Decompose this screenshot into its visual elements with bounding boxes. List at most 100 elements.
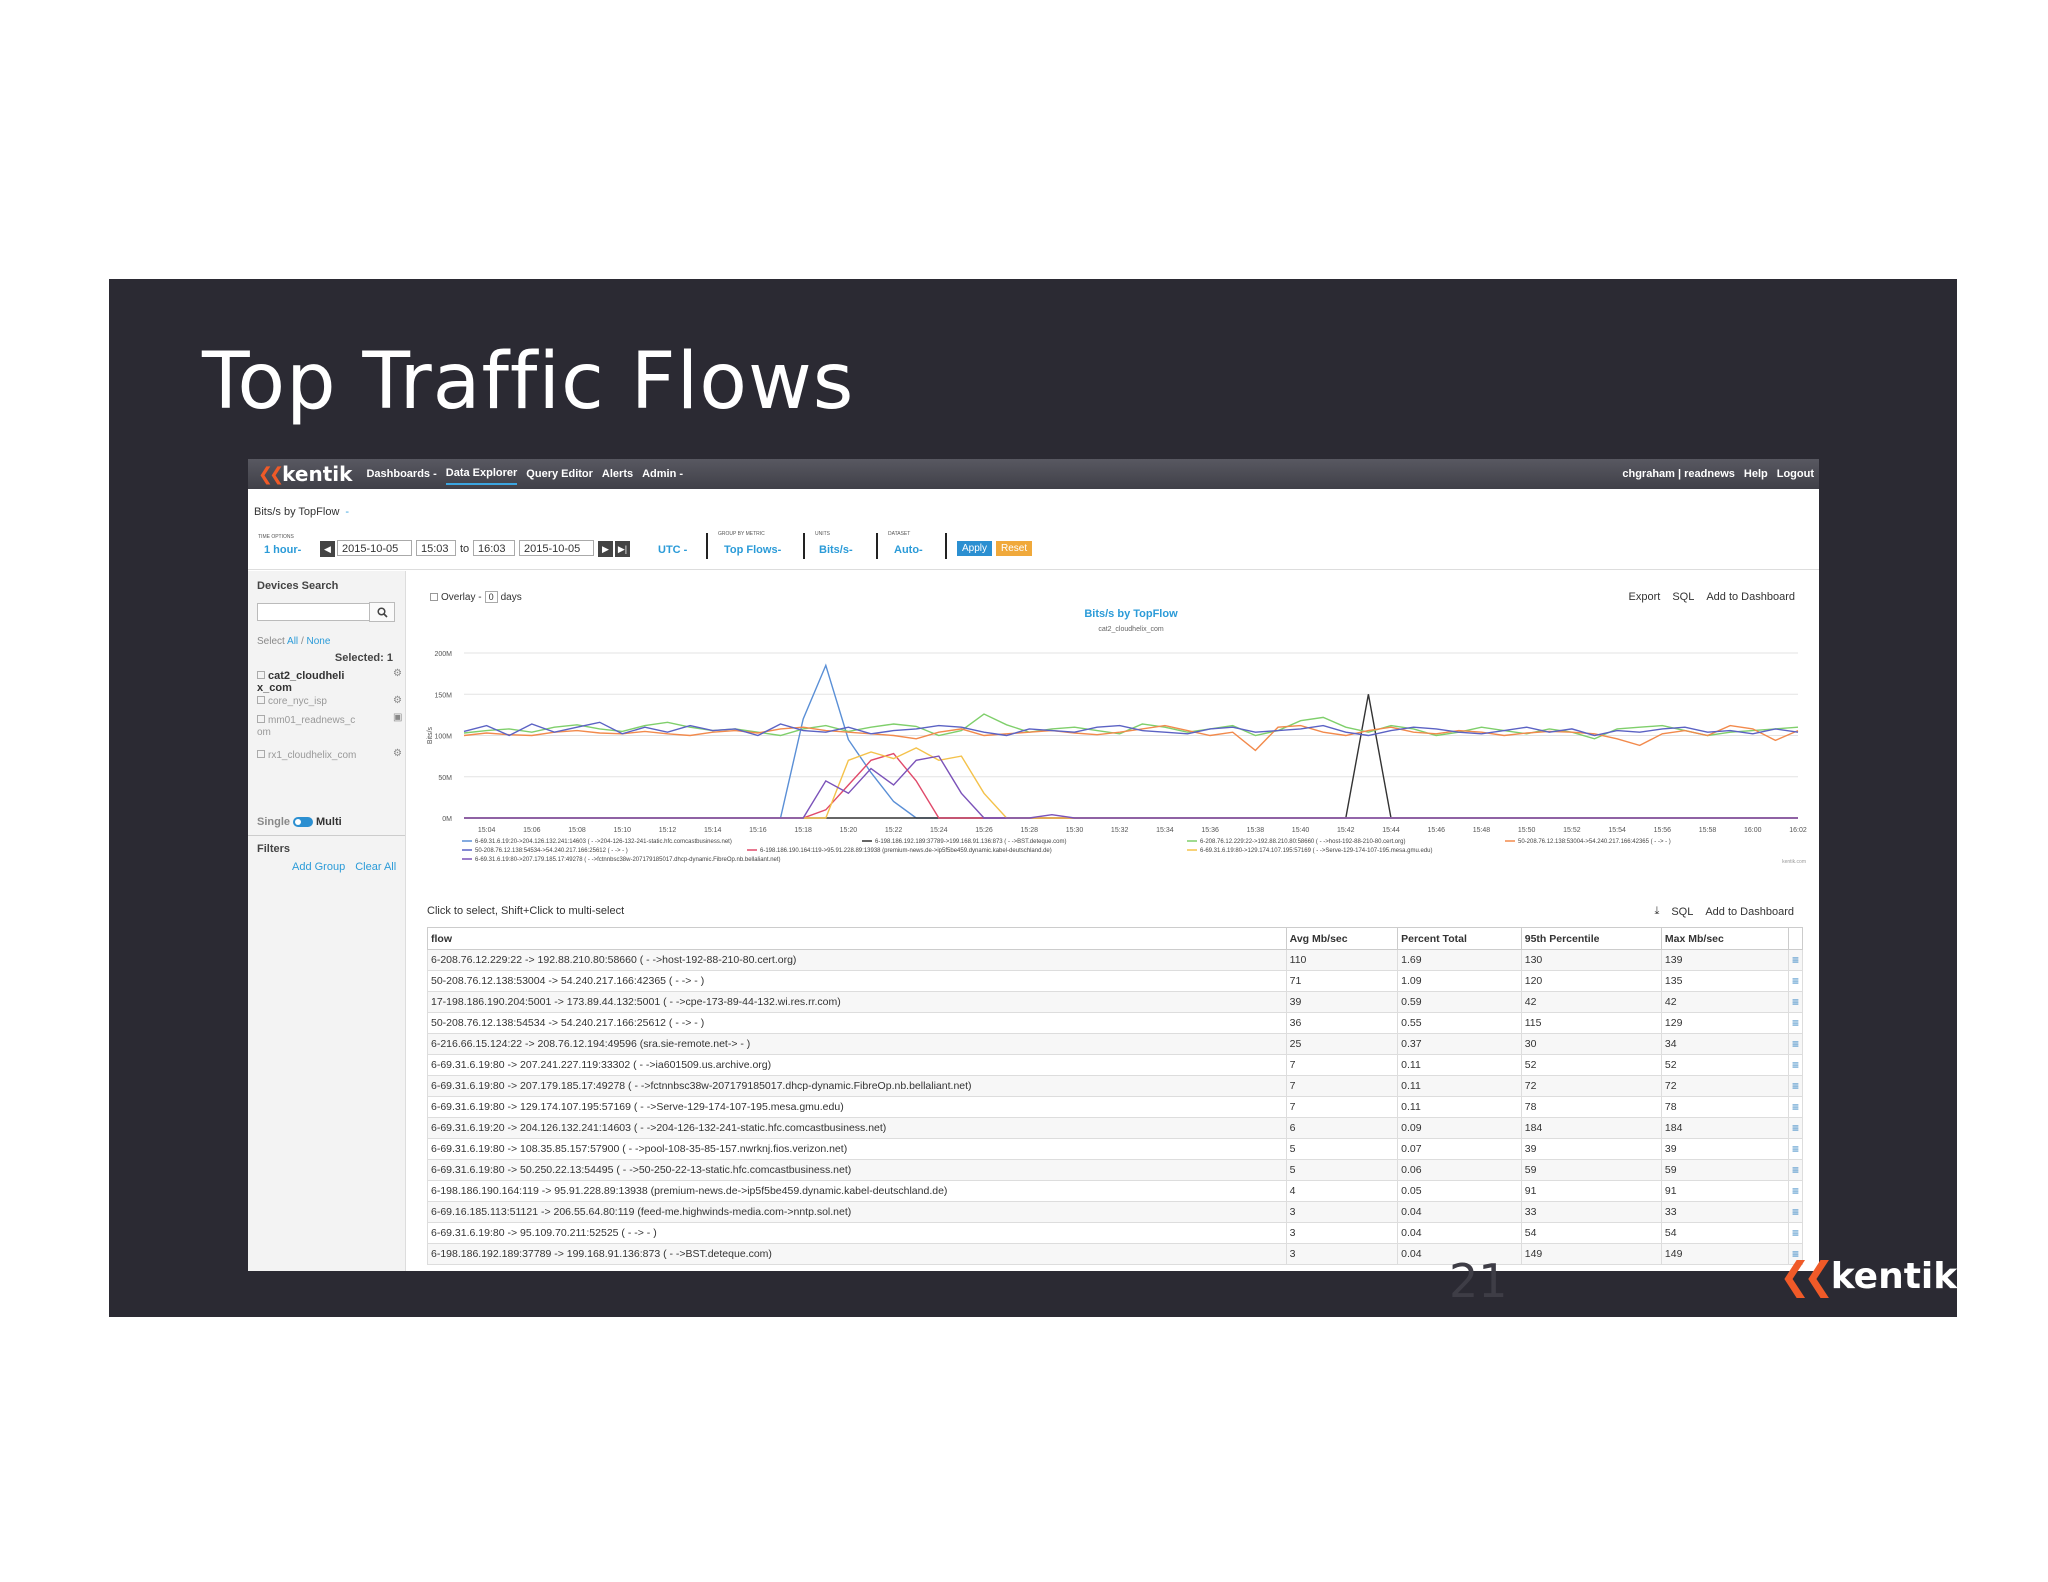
device-item[interactable]: core_nyc_isp bbox=[257, 696, 367, 708]
row-menu-icon[interactable]: ≡ bbox=[1787, 1117, 1804, 1139]
y-tick-label: 50M bbox=[438, 775, 452, 782]
table-row[interactable]: 6-216.66.15.124:22 -> 208.76.12.194:4959… bbox=[427, 1033, 1804, 1055]
row-menu-icon[interactable]: ≡ bbox=[1787, 1075, 1804, 1097]
next-range-button[interactable]: ▶ bbox=[598, 541, 613, 557]
nav-dashboards[interactable]: Dashboards - bbox=[366, 468, 437, 480]
end-time-input[interactable]: 16:03 bbox=[473, 540, 515, 556]
start-time-input[interactable]: 15:03 bbox=[416, 540, 456, 556]
select-all-link[interactable]: All bbox=[287, 636, 299, 647]
gear-icon[interactable]: ⚙ bbox=[393, 695, 402, 706]
column-header[interactable]: Percent Total bbox=[1397, 927, 1522, 950]
jump-to-now-button[interactable]: ▶| bbox=[615, 541, 630, 557]
group-by-dropdown[interactable]: Top Flows- bbox=[724, 544, 782, 556]
table-row[interactable]: 6-69.31.6.19:80 -> 50.250.22.13:54495 ( … bbox=[427, 1159, 1804, 1181]
device-checkbox[interactable] bbox=[257, 696, 265, 704]
table-row[interactable]: 6-69.16.185.113:51121 -> 206.55.64.80:11… bbox=[427, 1201, 1804, 1223]
nav-query-editor[interactable]: Query Editor bbox=[526, 468, 593, 480]
overlay-days-input[interactable]: 0 bbox=[484, 591, 498, 603]
chart-watermark: kentik.com bbox=[1782, 859, 1806, 865]
row-menu-icon[interactable]: ≡ bbox=[1787, 1201, 1804, 1223]
table-sql-button[interactable]: SQL bbox=[1671, 905, 1694, 918]
table-add-to-dashboard-button[interactable]: Add to Dashboard bbox=[1705, 905, 1794, 918]
start-date-input[interactable]: 2015-10-05 bbox=[337, 540, 412, 556]
column-header[interactable]: 95th Percentile bbox=[1520, 927, 1662, 950]
row-menu-icon[interactable]: ≡ bbox=[1787, 1243, 1804, 1265]
row-menu-icon[interactable]: ≡ bbox=[1787, 1180, 1804, 1202]
table-row[interactable]: 6-69.31.6.19:80 -> 129.174.107.195:57169… bbox=[427, 1096, 1804, 1118]
x-tick-label: 15:22 bbox=[885, 827, 903, 834]
table-row[interactable]: 6-69.31.6.19:80 -> 207.179.185.17:49278 … bbox=[427, 1075, 1804, 1097]
select-label: Select bbox=[257, 636, 285, 647]
table-row[interactable]: 50-208.76.12.138:53004 -> 54.240.217.166… bbox=[427, 970, 1804, 992]
table-row[interactable]: 6-208.76.12.229:22 -> 192.88.210.80:5866… bbox=[427, 949, 1804, 971]
toggle-switch[interactable] bbox=[293, 817, 314, 827]
device-checkbox[interactable] bbox=[257, 750, 265, 758]
row-menu-icon[interactable]: ≡ bbox=[1787, 1222, 1804, 1244]
prev-range-button[interactable]: ◀ bbox=[320, 541, 335, 557]
overlay-label[interactable]: Overlay - bbox=[441, 591, 482, 603]
table-row[interactable]: 6-198.186.192.189:37789 -> 199.168.91.13… bbox=[427, 1243, 1804, 1265]
nav-alerts[interactable]: Alerts bbox=[601, 468, 634, 480]
column-header[interactable]: Max Mb/sec bbox=[1660, 927, 1789, 950]
table-row[interactable]: 50-208.76.12.138:54534 -> 54.240.217.166… bbox=[427, 1012, 1804, 1034]
table-header-row: flow Avg Mb/sec Percent Total 95th Percenti… bbox=[427, 927, 1804, 950]
row-menu-icon[interactable]: ≡ bbox=[1787, 949, 1804, 971]
row-menu-icon[interactable]: ≡ bbox=[1787, 970, 1804, 992]
single-multi-toggle[interactable]: Single Multi bbox=[257, 816, 342, 828]
download-icon[interactable]: ⤓ bbox=[1654, 905, 1660, 917]
table-row[interactable]: 6-198.186.190.164:119 -> 95.91.228.89:13… bbox=[427, 1180, 1804, 1202]
row-menu-icon[interactable]: ≡ bbox=[1787, 1033, 1804, 1055]
timezone-dropdown[interactable]: UTC - bbox=[658, 544, 688, 556]
server-icon[interactable]: ▣ bbox=[393, 712, 403, 723]
table-row[interactable]: 17-198.186.190.204:5001 -> 173.89.44.132… bbox=[427, 991, 1804, 1013]
nav-data-explorer[interactable]: Data Explorer bbox=[445, 463, 518, 485]
device-item[interactable]: rx1_cloudhelix_com bbox=[257, 750, 367, 762]
row-menu-icon[interactable]: ≡ bbox=[1787, 1159, 1804, 1181]
select-none-link[interactable]: None bbox=[306, 636, 331, 647]
gear-icon[interactable]: ⚙ bbox=[393, 668, 402, 679]
device-item[interactable]: cat2_cloudheli x_com bbox=[257, 670, 367, 694]
export-button[interactable]: Export bbox=[1628, 591, 1661, 603]
brand-logo[interactable]: ❮❮ kentik bbox=[258, 462, 352, 486]
table-row[interactable]: 6-69.31.6.19:80 -> 95.109.70.211:52525 (… bbox=[427, 1222, 1804, 1244]
time-range-dropdown[interactable]: 1 hour- bbox=[264, 544, 302, 556]
row-menu-icon[interactable]: ≡ bbox=[1787, 1096, 1804, 1118]
query-title[interactable]: Bits/s by TopFlow - bbox=[254, 506, 349, 518]
single-label: Single bbox=[257, 816, 291, 828]
column-header[interactable]: Avg Mb/sec bbox=[1285, 927, 1399, 950]
nav-admin[interactable]: Admin - bbox=[642, 468, 684, 480]
dataset-dropdown[interactable]: Auto- bbox=[894, 544, 923, 556]
help-link[interactable]: Help bbox=[1743, 468, 1768, 480]
row-menu-icon[interactable]: ≡ bbox=[1787, 991, 1804, 1013]
row-menu-icon[interactable]: ≡ bbox=[1787, 1054, 1804, 1076]
line-chart[interactable]: Bits/s by TopFlow cat2_cloudhelix_com Bits… bbox=[416, 601, 1819, 901]
value-cell: 39 bbox=[1520, 1138, 1662, 1160]
user-account[interactable]: chgraham | readnews bbox=[1622, 468, 1735, 480]
sql-button[interactable]: SQL bbox=[1672, 591, 1695, 603]
table-row[interactable]: 6-69.31.6.19:80 -> 207.241.227.119:33302… bbox=[427, 1054, 1804, 1076]
add-group-link[interactable]: Add Group bbox=[292, 861, 346, 873]
table-row[interactable]: 6-69.31.6.19:20 -> 204.126.132.241:14603… bbox=[427, 1117, 1804, 1139]
apply-button[interactable]: Apply bbox=[957, 541, 993, 556]
table-row[interactable]: 6-69.31.6.19:80 -> 108.35.85.157:57900 (… bbox=[427, 1138, 1804, 1160]
overlay-checkbox[interactable] bbox=[430, 593, 438, 601]
column-header[interactable]: flow bbox=[427, 927, 1287, 950]
add-to-dashboard-button[interactable]: Add to Dashboard bbox=[1706, 591, 1795, 603]
row-menu-icon[interactable]: ≡ bbox=[1787, 1138, 1804, 1160]
device-item[interactable]: mm01_readnews_c om bbox=[257, 715, 367, 739]
device-checkbox[interactable] bbox=[257, 715, 265, 723]
devices-search-input[interactable] bbox=[257, 603, 371, 621]
gear-icon[interactable]: ⚙ bbox=[393, 748, 402, 759]
end-date-input[interactable]: 2015-10-05 bbox=[519, 540, 594, 556]
row-menu-icon[interactable]: ≡ bbox=[1787, 1012, 1804, 1034]
column-header-actions bbox=[1787, 927, 1804, 950]
reset-button[interactable]: Reset bbox=[996, 541, 1033, 556]
logout-link[interactable]: Logout bbox=[1776, 468, 1814, 480]
units-dropdown[interactable]: Bits/s- bbox=[819, 544, 853, 556]
device-checkbox[interactable] bbox=[257, 671, 265, 679]
clear-all-link[interactable]: Clear All bbox=[355, 861, 397, 873]
value-cell: 0.11 bbox=[1397, 1075, 1522, 1097]
query-title-caret[interactable]: - bbox=[345, 506, 350, 518]
flow-cell: 6-69.31.6.19:80 -> 108.35.85.157:57900 (… bbox=[427, 1138, 1287, 1160]
devices-search-button[interactable] bbox=[369, 602, 395, 622]
